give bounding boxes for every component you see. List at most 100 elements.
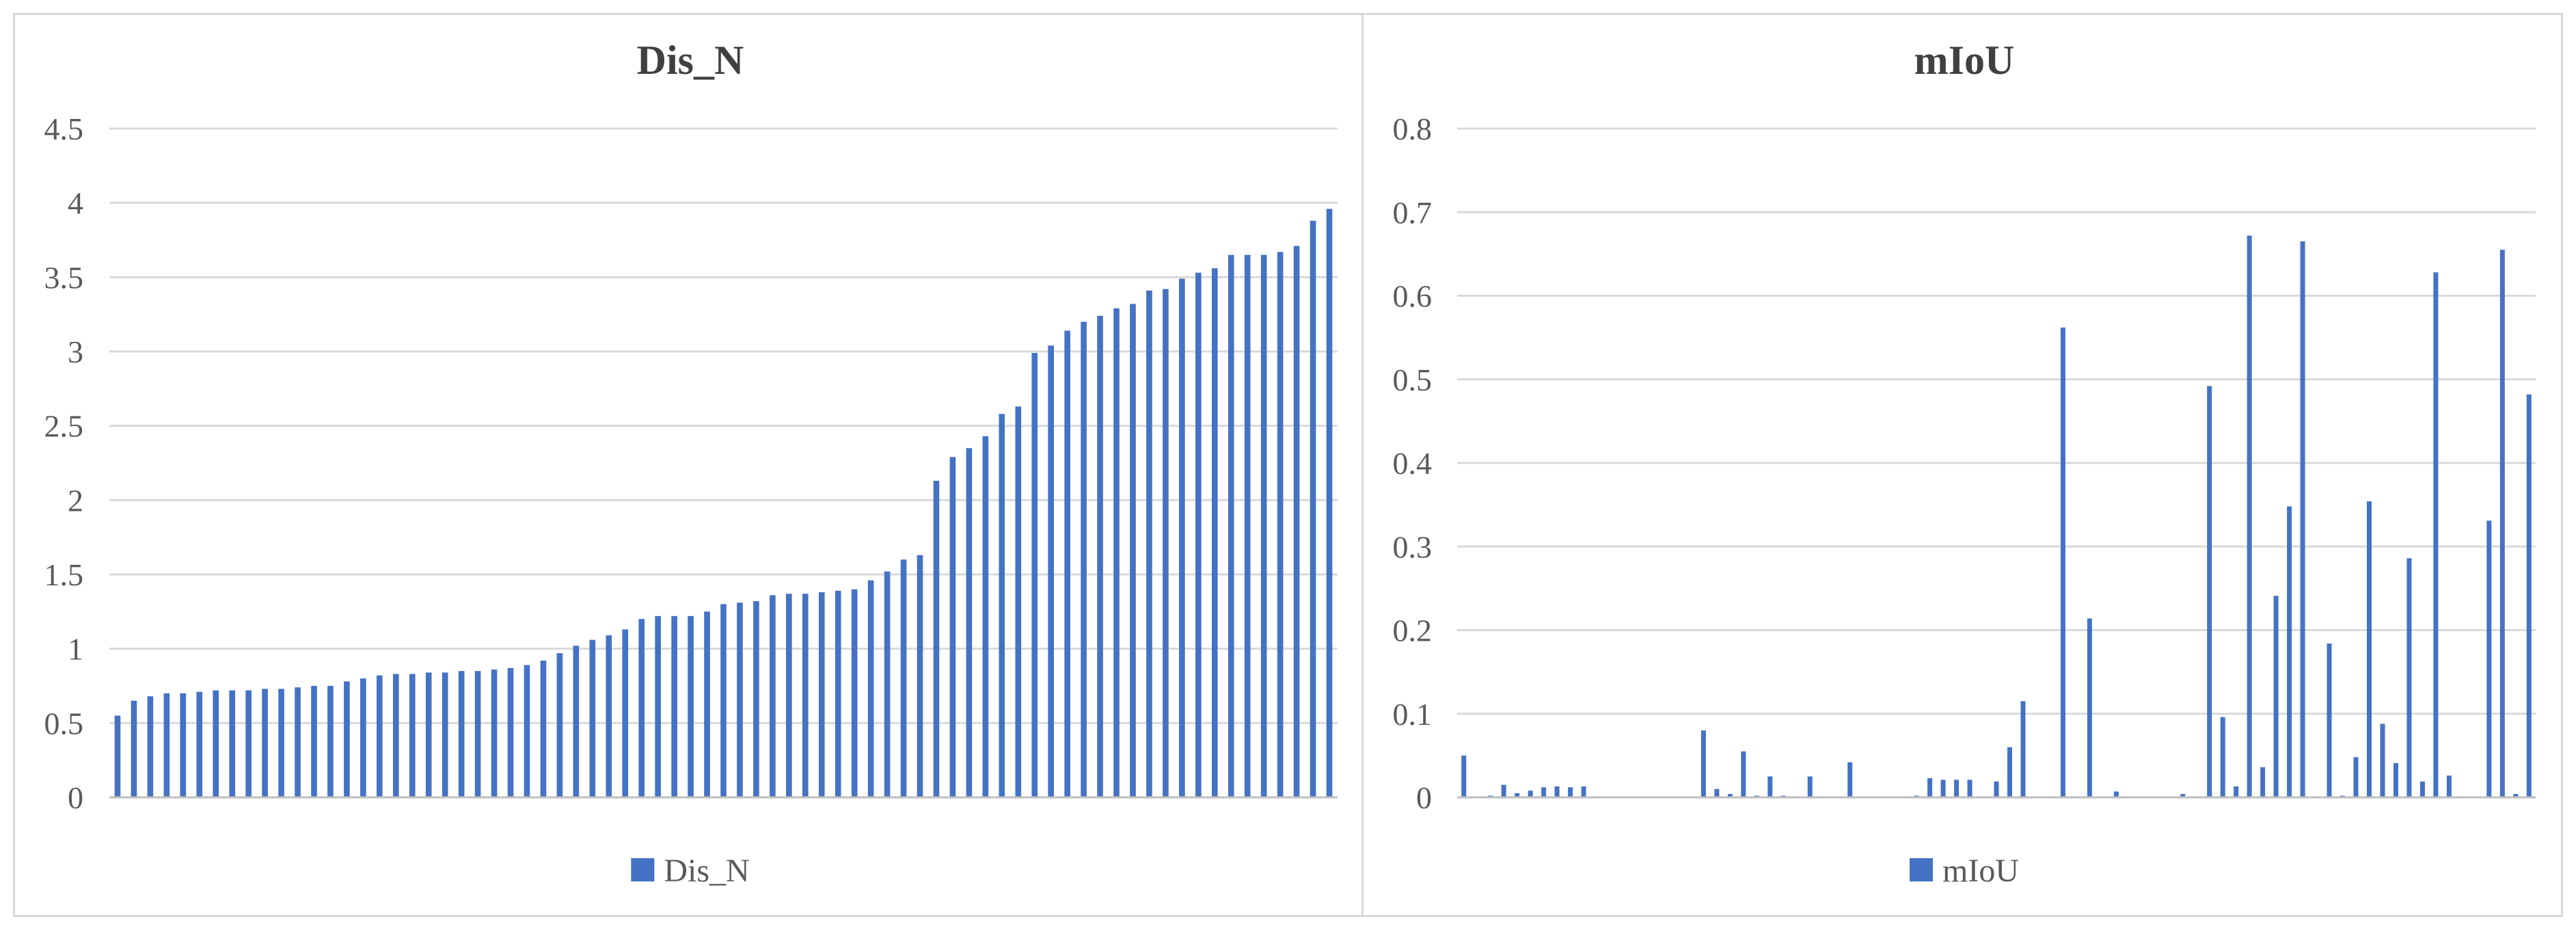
bar — [458, 671, 465, 797]
bar — [770, 595, 776, 797]
bar — [114, 715, 121, 797]
bar — [900, 559, 907, 797]
chart-panel-miou: mIoU 0 0.1 0.2 0.3 0.4 0.5 0.6 0.7 0.8 mIoU — [1361, 13, 2563, 917]
bar — [2113, 791, 2119, 797]
y-tick-label: 0.5 — [44, 706, 84, 741]
bar — [131, 700, 137, 797]
bar — [1700, 730, 1706, 797]
bar — [982, 436, 989, 797]
bar — [949, 457, 956, 797]
bar — [1807, 776, 1813, 797]
bar — [2260, 767, 2266, 797]
y-axis-ticks: 0 0.5 1 1.5 2 2.5 3 3.5 4 4.5 — [44, 111, 84, 815]
bar — [163, 693, 170, 797]
y-tick-label: 0.2 — [1393, 613, 1433, 648]
bar — [884, 571, 891, 797]
bar — [818, 592, 825, 797]
bar — [1568, 787, 1573, 797]
bar — [507, 667, 514, 797]
bar — [180, 693, 187, 797]
bar — [1310, 220, 1316, 797]
bar — [1163, 289, 1169, 798]
bar — [392, 674, 399, 797]
bar — [147, 696, 154, 797]
y-tick-label: 0 — [1416, 780, 1432, 815]
legend-label: mIoU — [1942, 853, 2019, 889]
bar — [1727, 794, 1733, 797]
bar — [1064, 330, 1070, 797]
y-tick-label: 4.5 — [44, 111, 84, 146]
bar — [556, 653, 563, 797]
bar — [2247, 235, 2252, 798]
y-tick-label: 2.5 — [44, 409, 84, 444]
y-tick-label: 0 — [68, 780, 83, 815]
bar — [753, 601, 759, 797]
bar — [1767, 776, 1773, 797]
bar — [737, 602, 743, 797]
bar — [2433, 272, 2439, 797]
bar — [1554, 786, 1560, 797]
bar — [2513, 794, 2519, 797]
y-tick-label: 3 — [68, 334, 83, 369]
y-tick-label: 1.5 — [44, 557, 84, 592]
bar — [425, 672, 432, 797]
bar — [311, 686, 317, 797]
bar — [409, 674, 416, 797]
bar — [802, 594, 809, 797]
bar — [2287, 506, 2292, 797]
bar — [835, 590, 841, 797]
bar — [1967, 780, 1972, 797]
chart-title: Dis_N — [637, 38, 744, 83]
bar — [933, 481, 940, 797]
bar — [851, 589, 858, 797]
y-tick-label: 1 — [68, 632, 83, 667]
bar — [2419, 781, 2425, 797]
bar — [2020, 701, 2026, 797]
bar — [377, 675, 383, 797]
bar — [638, 619, 645, 797]
bar — [2007, 747, 2012, 797]
bar — [704, 611, 710, 797]
y-tick-label: 0.4 — [1393, 446, 1433, 481]
bar — [2300, 241, 2305, 798]
bar — [245, 690, 252, 797]
bar — [344, 681, 350, 797]
bar — [622, 629, 629, 797]
y-tick-label: 2 — [68, 483, 83, 518]
bar — [2393, 762, 2398, 797]
legend: mIoU — [1910, 853, 2019, 889]
bar — [2087, 618, 2092, 797]
bar — [1097, 315, 1103, 798]
bar — [1179, 278, 1185, 797]
bar — [999, 414, 1005, 797]
bar — [573, 646, 580, 797]
bar — [1581, 786, 1586, 797]
bar — [1994, 781, 1999, 797]
bar — [213, 690, 219, 797]
bar — [295, 687, 301, 797]
y-tick-label: 0.5 — [1393, 362, 1433, 397]
bar — [1293, 245, 1300, 797]
miou-chart: mIoU 0 0.1 0.2 0.3 0.4 0.5 0.6 0.7 0.8 mIoU — [1393, 38, 2536, 889]
bar — [1260, 254, 1267, 797]
bar — [1244, 254, 1251, 797]
bar — [1927, 778, 1933, 797]
y-tick-label: 0.3 — [1393, 529, 1433, 564]
bar — [2526, 394, 2532, 797]
bar — [671, 615, 677, 797]
y-tick-label: 0.8 — [1393, 111, 1433, 146]
bar — [1714, 788, 1720, 797]
bar — [589, 639, 596, 797]
bar — [1847, 762, 1853, 797]
bar — [720, 604, 727, 797]
bar — [1954, 780, 1960, 797]
bar — [2273, 596, 2279, 797]
bar — [2060, 327, 2065, 798]
legend-swatch — [631, 858, 655, 881]
bar — [2207, 386, 2212, 797]
gridlines — [109, 127, 1338, 724]
bar — [786, 594, 792, 797]
bars — [114, 209, 1333, 798]
bar — [1146, 290, 1152, 798]
bar — [196, 691, 203, 797]
